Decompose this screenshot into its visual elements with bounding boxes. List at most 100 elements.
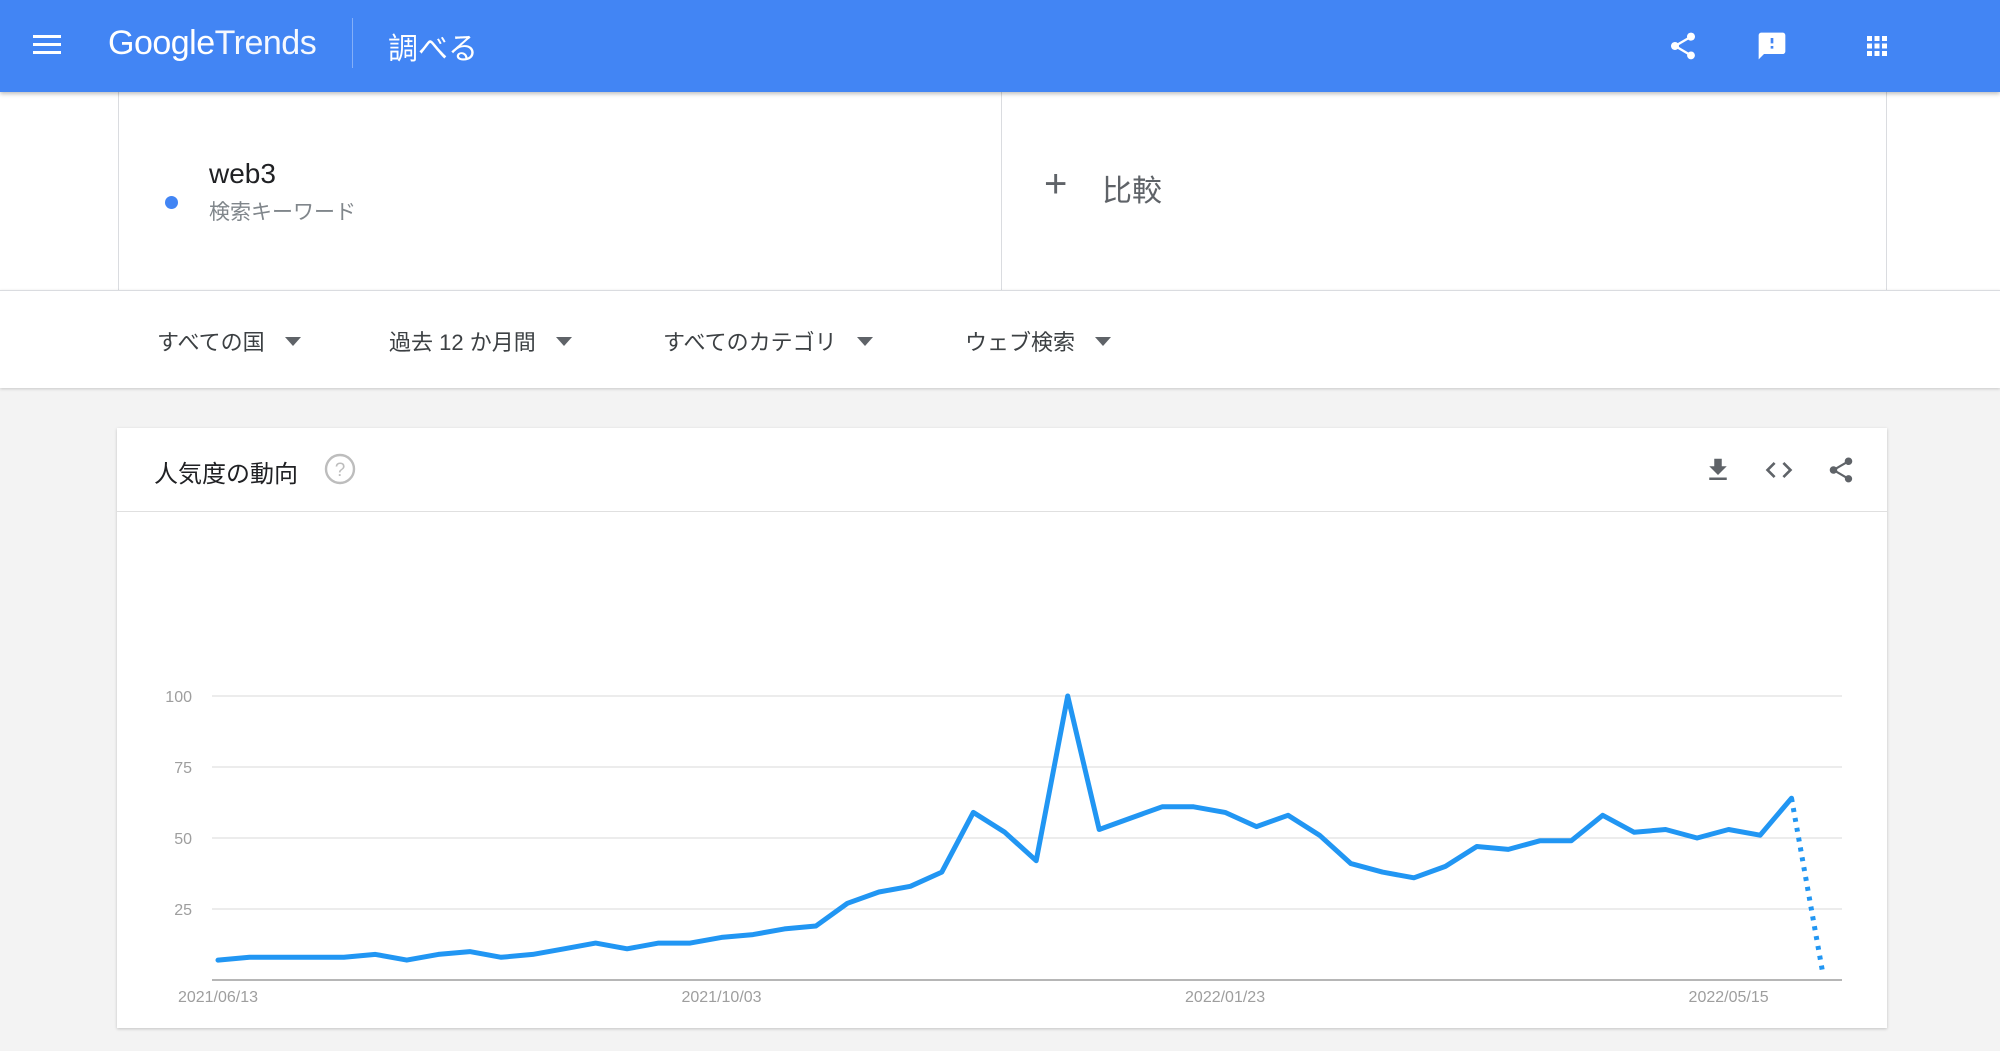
data-point[interactable]: [243, 951, 255, 963]
data-point[interactable]: [841, 897, 853, 909]
data-point[interactable]: [1376, 866, 1388, 878]
data-point[interactable]: [684, 937, 696, 949]
data-point[interactable]: [778, 923, 790, 935]
data-point[interactable]: [1565, 835, 1577, 847]
app-bar: GoogleTrends 調べる: [0, 0, 2000, 92]
embed-code-icon[interactable]: [1759, 450, 1799, 490]
filter-time-dropdown[interactable]: 過去 12 か月間: [389, 325, 572, 357]
data-point[interactable]: [1251, 821, 1263, 833]
y-tick-label: 75: [174, 760, 192, 777]
data-point[interactable]: [1125, 812, 1137, 824]
data-point[interactable]: [1471, 841, 1483, 853]
series-partial-segment[interactable]: [1789, 797, 1826, 975]
data-point[interactable]: [306, 951, 318, 963]
data-point[interactable]: [810, 920, 822, 932]
filter-region-dropdown[interactable]: すべての国: [157, 325, 301, 357]
data-point[interactable]: [1345, 858, 1357, 870]
data-point[interactable]: [1313, 829, 1325, 841]
card-title: 人気度の動向: [154, 461, 298, 488]
data-point[interactable]: [1660, 823, 1672, 835]
x-tick-label: 2021/06/13: [178, 989, 258, 1006]
search-term-card[interactable]: web3 検索キーワード: [118, 92, 1002, 290]
data-point[interactable]: [1156, 801, 1168, 813]
data-point[interactable]: [1786, 792, 1798, 804]
chart-axis-labels: 25 50 75 100 2021/06/13 2021/10/03 2022/01/23 2…: [165, 689, 1768, 1006]
data-point[interactable]: [936, 866, 948, 878]
data-point[interactable]: [1093, 823, 1105, 835]
apps-grid-icon[interactable]: [1855, 24, 1899, 68]
filter-bar: すべての国 過去 12 か月間 すべてのカテゴリ ウェブ検索: [0, 290, 2000, 388]
data-point[interactable]: [1439, 860, 1451, 872]
data-point[interactable]: [1408, 872, 1420, 884]
data-point[interactable]: [1062, 690, 1074, 702]
data-point[interactable]: [338, 951, 350, 963]
filter-search-type-label: ウェブ検索: [965, 330, 1076, 355]
compare-label: 比較: [1102, 175, 1162, 208]
data-point[interactable]: [495, 951, 507, 963]
data-point[interactable]: [904, 880, 916, 892]
dropdown-arrow-icon: [856, 336, 873, 346]
share-icon[interactable]: [1661, 24, 1705, 68]
header-divider: [352, 18, 353, 68]
x-tick-label: 2021/10/03: [681, 989, 761, 1006]
term-color-dot: [165, 196, 178, 209]
data-point[interactable]: [464, 946, 476, 958]
data-point[interactable]: [1030, 855, 1042, 867]
data-point[interactable]: [747, 929, 759, 941]
svg-text:?: ?: [335, 460, 346, 481]
data-point[interactable]: [1754, 829, 1766, 841]
filter-region-label: すべての国: [157, 330, 265, 355]
chart-series-layer: [212, 690, 1829, 980]
data-point[interactable]: [527, 948, 539, 960]
data-point[interactable]: [1628, 826, 1640, 838]
data-point[interactable]: [621, 943, 633, 955]
search-term-type: 検索キーワード: [209, 201, 356, 224]
interest-over-time-card: 人気度の動向 ? 25 50 75 100 2021/06/13 2021/10/03 20…: [117, 428, 1887, 1028]
y-tick-label: 50: [174, 831, 192, 848]
page-title: 調べる: [388, 33, 478, 66]
data-point[interactable]: [873, 886, 885, 898]
feedback-icon[interactable]: [1750, 24, 1794, 68]
data-point[interactable]: [716, 931, 728, 943]
data-point[interactable]: [1534, 835, 1546, 847]
series-line-web3[interactable]: [215, 693, 1794, 963]
search-term-text[interactable]: web3: [209, 158, 276, 189]
dropdown-arrow-icon: [284, 336, 301, 346]
data-point[interactable]: [967, 806, 979, 818]
trend-line-chart[interactable]: 25 50 75 100 2021/06/13 2021/10/03 2022/01/23 2…: [117, 512, 1887, 1028]
data-point[interactable]: [1691, 832, 1703, 844]
chart-gridlines: [212, 695, 1842, 981]
dropdown-arrow-icon: [555, 336, 572, 346]
help-icon[interactable]: ?: [323, 452, 357, 486]
logo-google-text: Google: [108, 24, 215, 62]
data-point[interactable]: [590, 937, 602, 949]
dropdown-arrow-icon: [1095, 336, 1112, 346]
share-icon[interactable]: [1821, 450, 1861, 490]
x-tick-label: 2022/01/23: [1185, 989, 1265, 1006]
data-point[interactable]: [1817, 968, 1829, 980]
data-point[interactable]: [401, 954, 413, 966]
add-icon: +: [1044, 162, 1068, 206]
data-point[interactable]: [1219, 806, 1231, 818]
google-trends-logo[interactable]: GoogleTrends: [108, 24, 317, 63]
data-point[interactable]: [1188, 801, 1200, 813]
data-point[interactable]: [653, 937, 665, 949]
filter-category-label: すべてのカテゴリ: [663, 330, 837, 355]
data-point[interactable]: [212, 954, 224, 966]
data-point[interactable]: [1282, 809, 1294, 821]
data-point[interactable]: [1723, 823, 1735, 835]
download-icon[interactable]: [1698, 450, 1738, 490]
filter-time-label: 過去 12 か月間: [389, 330, 536, 355]
data-point[interactable]: [1597, 809, 1609, 821]
filter-search-type-dropdown[interactable]: ウェブ検索: [965, 325, 1112, 357]
data-point[interactable]: [275, 951, 287, 963]
compare-button[interactable]: + 比較: [1002, 92, 1887, 290]
data-point[interactable]: [369, 948, 381, 960]
data-point[interactable]: [432, 948, 444, 960]
data-point[interactable]: [558, 943, 570, 955]
data-point[interactable]: [1502, 843, 1514, 855]
y-tick-label: 25: [174, 902, 192, 919]
hamburger-menu-icon[interactable]: [31, 30, 63, 62]
data-point[interactable]: [999, 826, 1011, 838]
filter-category-dropdown[interactable]: すべてのカテゴリ: [663, 325, 873, 357]
